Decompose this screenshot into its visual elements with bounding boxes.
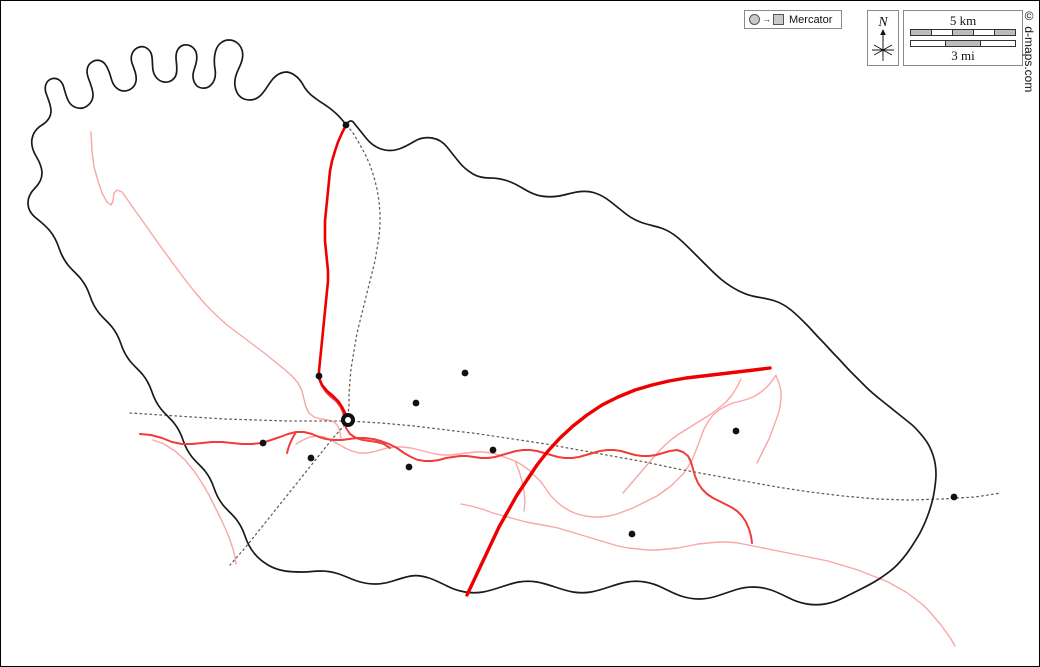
city-dot [259, 439, 267, 447]
scale-segment [911, 30, 932, 35]
river-southeast [460, 503, 956, 647]
city-dot [315, 372, 323, 380]
city-dot [461, 369, 469, 377]
scale-segment [953, 30, 974, 35]
scale-segment [995, 30, 1015, 35]
projection-label: Mercator [789, 13, 833, 26]
scale-segment [981, 41, 1015, 46]
river-northwest [90, 131, 342, 439]
copyright-notice: © d-maps.com [1022, 9, 1036, 93]
city-dot [405, 463, 413, 471]
admin-boundary-southwest [229, 420, 349, 566]
compass-rose-icon: N [872, 15, 894, 61]
projection-legend[interactable]: → Mercator [744, 10, 842, 29]
road-major-east-west-trunk [465, 366, 772, 597]
scale-bar-km [910, 29, 1016, 36]
road-minor-branch-sw [286, 431, 297, 454]
scale-bar-box: 5 km 3 mi [903, 10, 1023, 66]
country-border-outline [27, 39, 937, 606]
scale-segment [974, 30, 995, 35]
scale-segment [946, 41, 981, 46]
right-arrow-icon: → [762, 14, 771, 24]
river-east-branch [622, 378, 742, 494]
river-central [295, 374, 777, 518]
compass-north-label: N [877, 15, 888, 30]
city-dot [489, 446, 497, 454]
scale-segment [911, 41, 946, 46]
city-dots-layer [259, 121, 958, 538]
road-minor-capital-south [343, 420, 391, 449]
admin-boundary-east [347, 420, 1002, 501]
rivers-layer [90, 131, 956, 647]
river-central-west [152, 439, 237, 565]
scale-mi-label: 3 mi [951, 48, 975, 63]
city-dot [412, 399, 420, 407]
flat-square-icon [773, 14, 784, 25]
city-dot [732, 427, 740, 435]
roads-major-layer [317, 123, 772, 597]
river-east-tail [756, 375, 782, 464]
scale-bar-mi [910, 40, 1016, 47]
admin-boundaries-layer [129, 124, 1002, 566]
capital-marker-group [341, 413, 355, 427]
city-dot [950, 493, 958, 501]
road-minor-west [139, 431, 753, 544]
admin-boundary-north [346, 124, 381, 417]
city-dot [628, 530, 636, 538]
city-dot [307, 454, 315, 462]
roads-minor-layer [139, 378, 753, 544]
capital-marker-inner [345, 417, 351, 423]
compass-rose: N [867, 10, 899, 66]
scale-segment [932, 30, 953, 35]
scale-km-label: 5 km [949, 13, 977, 28]
city-dot [342, 121, 350, 129]
road-major-north-south [317, 123, 348, 421]
globe-circle-icon [749, 14, 760, 25]
